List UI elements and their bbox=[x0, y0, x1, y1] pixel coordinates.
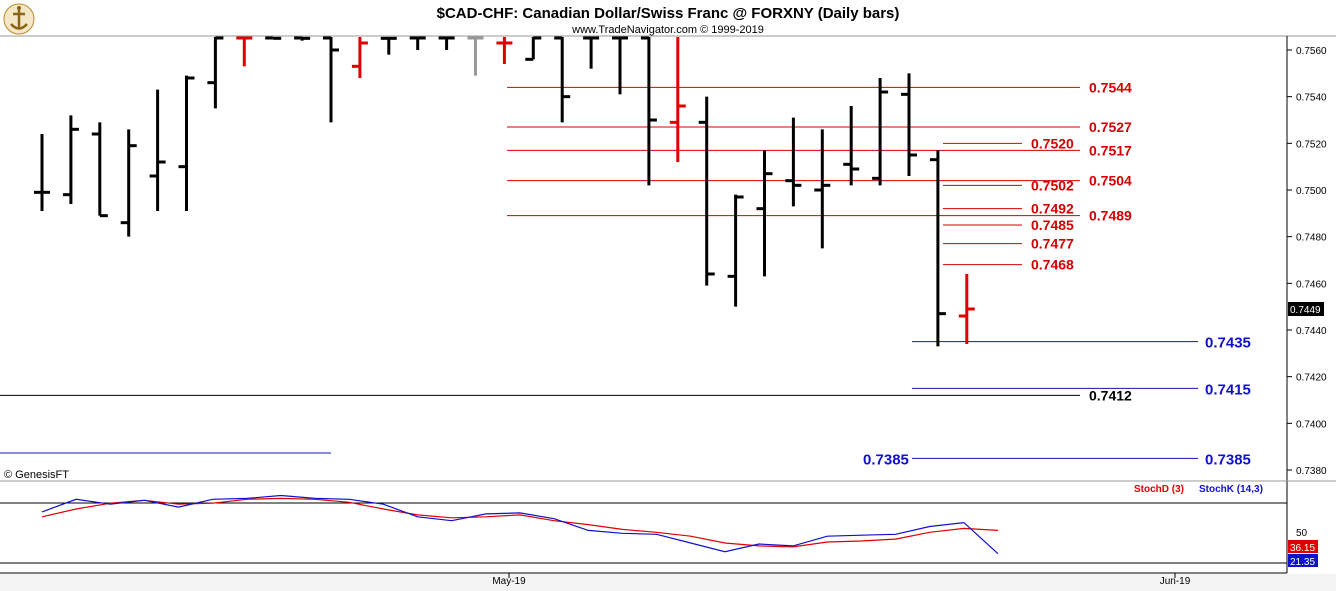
ohlc-bar bbox=[178, 75, 195, 211]
ohlc-bar bbox=[583, 36, 600, 69]
ohlc-bar bbox=[525, 36, 542, 61]
stoch-last-box bbox=[1288, 554, 1318, 567]
ohlc-bar bbox=[872, 78, 889, 186]
y-tick-label: 0.7420 bbox=[1296, 373, 1327, 384]
ohlc-bar bbox=[814, 129, 831, 249]
y-tick-label: 0.7520 bbox=[1296, 139, 1327, 150]
legend-stochk: StochK (14,3) bbox=[1199, 484, 1263, 495]
ohlc-bar bbox=[554, 36, 571, 123]
red-level-label: 0.7492 bbox=[1031, 201, 1074, 217]
ohlc-bar bbox=[843, 106, 860, 186]
y-tick-label: 0.7460 bbox=[1296, 279, 1327, 290]
ohlc-bar bbox=[698, 96, 715, 286]
ohlc-bar bbox=[323, 36, 339, 123]
stochastic-panel: 50 StochD (3) StochK (14,3) 36.15 21.35 bbox=[0, 484, 1318, 568]
red-level-label: 0.7502 bbox=[1031, 177, 1074, 193]
ohlc-bar bbox=[265, 36, 282, 40]
chart-title: $CAD-CHF: Canadian Dollar/Swiss Franc @ … bbox=[437, 5, 900, 22]
ohlc-bar bbox=[62, 115, 79, 204]
ohlc-bar bbox=[958, 274, 975, 344]
ohlc-bar bbox=[236, 36, 253, 67]
black-level-label: 0.7412 bbox=[1089, 387, 1132, 403]
stochd-line bbox=[41, 497, 999, 548]
ohlc-bar bbox=[34, 134, 50, 211]
stoch-tick-label: 50 bbox=[1296, 528, 1308, 539]
red-level-label: 0.7520 bbox=[1031, 135, 1074, 151]
ohlc-bar bbox=[669, 37, 686, 162]
stoch-last-value: 36.15 bbox=[1290, 543, 1315, 554]
ohlc-bar bbox=[120, 129, 137, 237]
ohlc-bar bbox=[727, 194, 744, 307]
ohlc-bar bbox=[756, 150, 773, 277]
watermark-text: © GenesisFT bbox=[4, 469, 69, 481]
ohlc-bar bbox=[612, 36, 628, 95]
red-level-label: 0.7504 bbox=[1089, 173, 1132, 189]
blue-level-label: 0.7415 bbox=[1205, 381, 1251, 398]
ohlc-bar bbox=[351, 37, 368, 78]
red-level-label: 0.7477 bbox=[1031, 236, 1074, 252]
ohlc-bar bbox=[467, 36, 484, 76]
last-price-label: 0.7449 bbox=[1290, 305, 1321, 316]
ohlc-bar bbox=[207, 36, 224, 109]
ohlc-bar bbox=[294, 36, 311, 41]
blue-level-label: 0.7385 bbox=[1205, 451, 1251, 468]
ohlc-bars bbox=[34, 36, 975, 347]
red-level-label: 0.7544 bbox=[1089, 79, 1132, 95]
red-level-label: 0.7489 bbox=[1089, 208, 1132, 224]
y-tick-label: 0.7380 bbox=[1296, 466, 1327, 477]
copyright-text: www.TradeNavigator.com © 1999-2019 bbox=[571, 24, 764, 36]
ohlc-bar bbox=[438, 36, 455, 50]
y-tick-label: 0.7400 bbox=[1296, 419, 1327, 430]
price-plot-area bbox=[0, 36, 1287, 481]
blue-level-label: 0.7435 bbox=[1205, 335, 1251, 352]
stochk-line bbox=[41, 494, 999, 555]
y-tick-label: 0.7500 bbox=[1296, 186, 1327, 197]
ohlc-bar bbox=[640, 36, 657, 186]
stoch-last-box bbox=[1288, 540, 1318, 553]
stoch-last-value: 21.35 bbox=[1290, 557, 1315, 568]
x-tick-label: Jun-19 bbox=[1160, 576, 1191, 587]
price-y-axis: 0.7560 0.7540 0.7520 0.7500 0.7480 0.7460 0.74… bbox=[1287, 46, 1327, 477]
y-tick-label: 0.7560 bbox=[1296, 46, 1327, 57]
red-level-label: 0.7468 bbox=[1031, 257, 1074, 273]
x-tick-label: May-19 bbox=[492, 576, 526, 587]
ohlc-bar bbox=[409, 36, 426, 50]
y-tick-label: 0.7540 bbox=[1296, 93, 1327, 104]
anchor-logo-icon bbox=[3, 3, 35, 35]
last-price-box bbox=[1288, 302, 1324, 316]
x-axis-area bbox=[0, 574, 1336, 591]
red-level-label: 0.7527 bbox=[1089, 119, 1132, 135]
blue-level-label: 0.7385 bbox=[863, 451, 909, 468]
legend-stochd: StochD (3) bbox=[1134, 484, 1184, 495]
red-level-label: 0.7485 bbox=[1031, 217, 1074, 233]
ohlc-bar bbox=[380, 36, 397, 55]
ohlc-bar bbox=[496, 37, 513, 64]
ohlc-bar bbox=[901, 73, 917, 176]
date-x-axis: May-19 Jun-19 bbox=[492, 573, 1191, 587]
ohlc-bar bbox=[149, 89, 166, 211]
y-tick-label: 0.7480 bbox=[1296, 233, 1327, 244]
ohlc-bar bbox=[929, 150, 946, 347]
ohlc-bar bbox=[91, 122, 108, 218]
red-level-label: 0.7517 bbox=[1089, 142, 1132, 158]
ohlc-bar bbox=[785, 117, 802, 207]
y-tick-label: 0.7440 bbox=[1296, 326, 1327, 337]
